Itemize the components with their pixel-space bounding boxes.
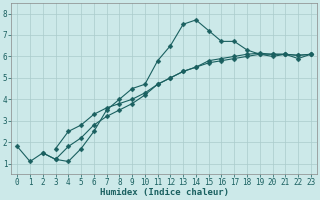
X-axis label: Humidex (Indice chaleur): Humidex (Indice chaleur) — [100, 188, 228, 197]
